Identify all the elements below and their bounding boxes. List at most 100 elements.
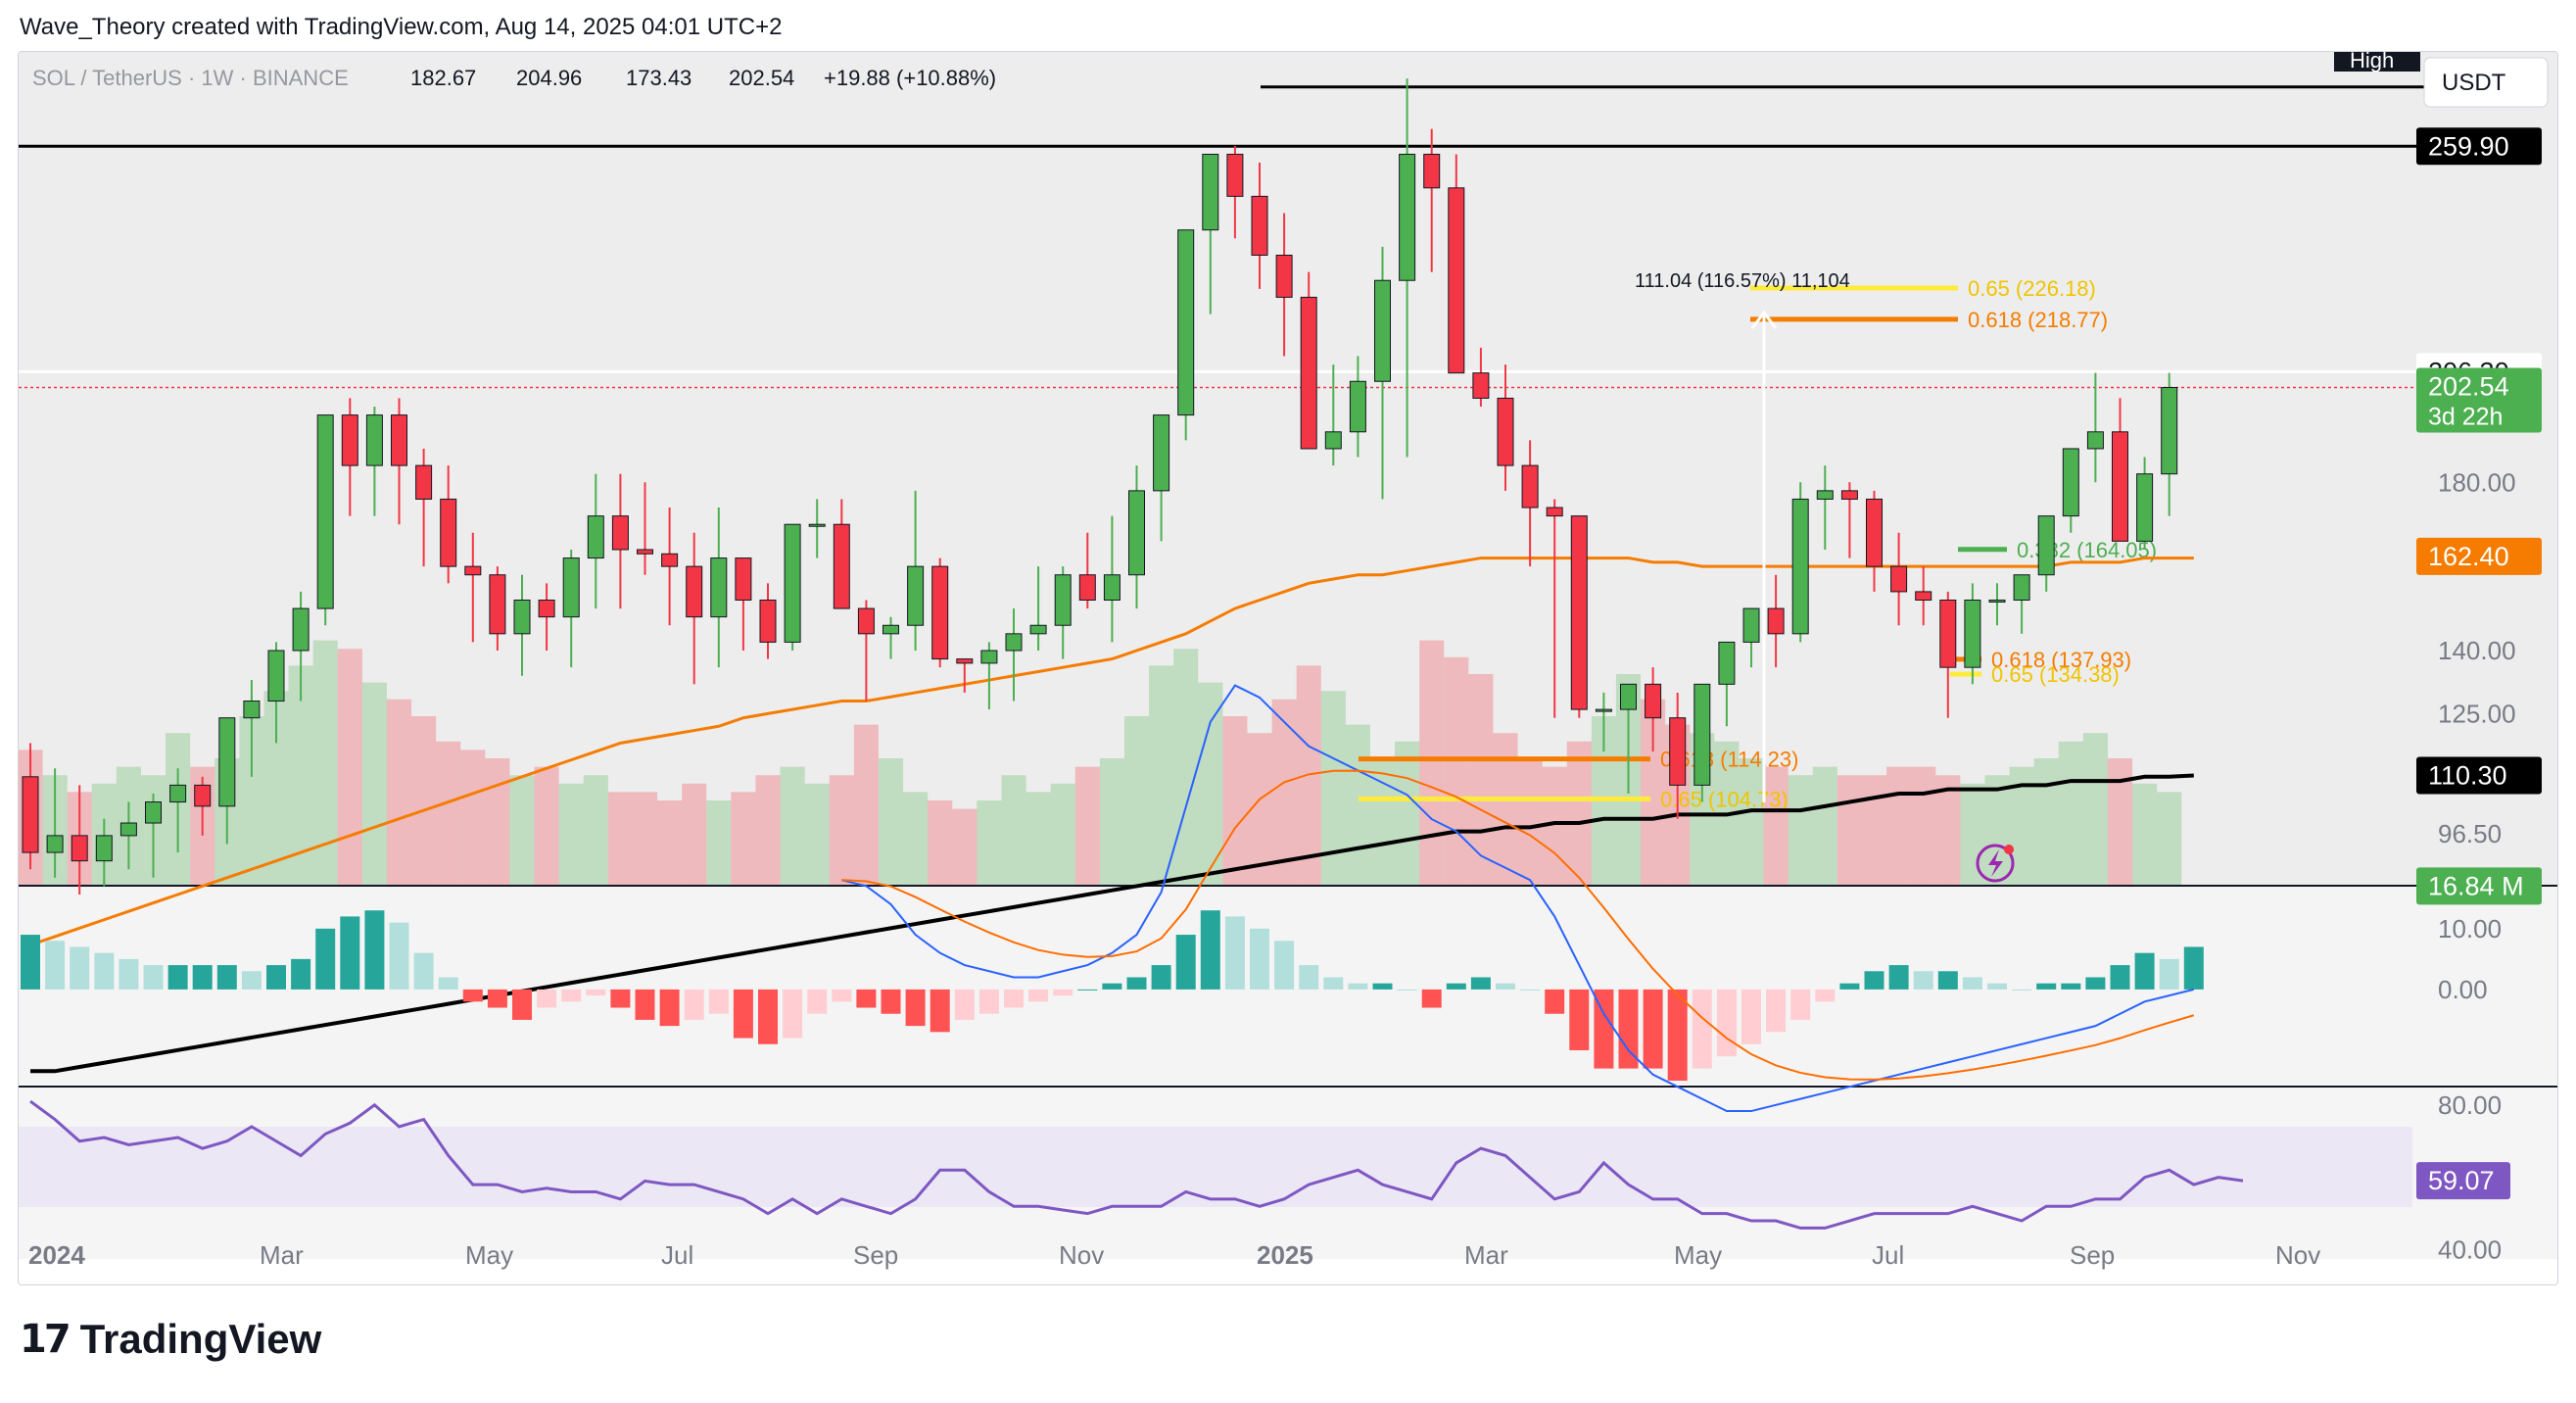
candle-body xyxy=(637,549,653,555)
volume-bar xyxy=(1812,766,1837,885)
chart-frame[interactable]: 0.65 (226.18) 0.618 (218.77) 0.382 (164.05… xyxy=(18,51,2558,1285)
volume-bar xyxy=(682,783,707,885)
y-tick-label: 96.50 xyxy=(2438,819,2502,848)
macd-histogram-bar xyxy=(413,952,434,990)
macd-histogram-bar xyxy=(2012,989,2032,991)
candle-body xyxy=(1939,599,1957,668)
x-tick-label: May xyxy=(465,1240,513,1270)
volume-bar xyxy=(534,766,559,885)
x-tick-label: Mar xyxy=(260,1240,304,1270)
rsi-y-tick-label: 80.00 xyxy=(2438,1090,2502,1120)
price-label-box xyxy=(2416,867,2542,905)
macd-histogram-bar xyxy=(1864,971,1884,990)
volume-bar xyxy=(952,808,978,885)
high-marker-box xyxy=(2334,52,2420,72)
candle-body xyxy=(513,599,531,635)
macd-histogram-bar xyxy=(1496,983,1515,990)
volume-bar xyxy=(1222,716,1248,885)
volume-bar xyxy=(436,741,461,885)
macd-histogram-bar xyxy=(832,989,852,1002)
macd-histogram-bar xyxy=(783,989,803,1039)
volume-bar xyxy=(337,649,362,885)
macd-histogram-bar xyxy=(266,965,286,990)
macd-histogram-bar xyxy=(315,928,336,990)
volume-bar xyxy=(583,775,608,885)
macd-histogram-bar xyxy=(2134,952,2155,990)
lightning-icon[interactable] xyxy=(1976,844,2015,883)
candle-body xyxy=(710,557,728,618)
macd-histogram-bar xyxy=(1004,989,1024,1008)
chart-canvas[interactable]: 0.65 (226.18)0.618 (218.77)0.382 (164.05… xyxy=(19,52,2558,1285)
candle-body xyxy=(145,801,162,824)
macd-signal-line xyxy=(841,769,2195,1081)
macd-histogram-bar xyxy=(216,965,237,990)
candle-body xyxy=(22,776,39,853)
candle-body xyxy=(1988,599,2006,603)
lightning-icon-dot xyxy=(2004,845,2014,854)
volume-bar xyxy=(1271,699,1297,885)
candle-body xyxy=(341,414,358,466)
fib-level-label: 0.618 (218.77) xyxy=(1968,308,2108,332)
volume-bar xyxy=(1566,741,1592,885)
volume-bar xyxy=(1395,741,1420,885)
macd-histogram-bar xyxy=(1569,989,1590,1050)
candle-body xyxy=(956,658,974,664)
currency-button-label[interactable]: USDT xyxy=(2442,70,2506,96)
x-tick-label: 2024 xyxy=(28,1240,85,1270)
volume-bar xyxy=(2157,792,2182,885)
candle-body xyxy=(1890,565,1908,593)
volume-bar xyxy=(977,800,1002,885)
macd-histogram-bar xyxy=(610,989,631,1008)
volume-bar xyxy=(386,699,412,885)
macd-histogram-bar xyxy=(659,989,680,1027)
macd-histogram-bar xyxy=(708,989,729,1014)
candle-body xyxy=(1324,431,1342,450)
candle-body xyxy=(1448,187,1465,374)
price-label-box xyxy=(2416,537,2542,575)
y-tick-label: 125.00 xyxy=(2438,699,2516,728)
volume-bar xyxy=(1149,665,1174,885)
price-label-box xyxy=(2416,367,2542,433)
macd-histogram-bar xyxy=(2110,965,2130,990)
tradingview-logo[interactable]: 17 TradingView xyxy=(20,1316,321,1363)
macd-histogram-bar xyxy=(1200,910,1220,990)
candle-body xyxy=(2013,574,2030,601)
macd-histogram-bar xyxy=(462,989,483,1002)
candle-body xyxy=(1595,708,1612,712)
price-pane-background xyxy=(19,52,2557,885)
volume-bar xyxy=(1984,775,2010,885)
macd-histogram-bar xyxy=(1790,989,1811,1020)
volume-bar xyxy=(1493,733,1518,885)
candle-body xyxy=(1226,153,1244,197)
macd-histogram-bar xyxy=(2159,958,2179,990)
volume-bar xyxy=(2033,758,2059,885)
volume-bar xyxy=(2082,733,2108,885)
volume-bar xyxy=(1517,758,1543,885)
candle-body xyxy=(1915,591,1932,601)
macd-histogram-bar xyxy=(1913,971,1933,990)
candle-body xyxy=(1103,574,1121,601)
measure-label: 111.04 (116.57%) 11,104 xyxy=(1635,270,1850,292)
macd-histogram-bar xyxy=(1520,989,1541,991)
volume-bar xyxy=(239,716,264,885)
macd-histogram-bar xyxy=(561,989,582,1002)
volume-bar xyxy=(1960,783,1985,885)
candle-body xyxy=(1816,490,1834,500)
volume-bar xyxy=(1026,792,1051,885)
candle-body xyxy=(661,553,679,567)
moving-averages xyxy=(29,556,2194,1074)
x-tick-label: Jul xyxy=(661,1240,693,1270)
volume-bar xyxy=(509,775,535,885)
volume-bar xyxy=(1345,724,1370,885)
macd-histogram-bar xyxy=(438,977,458,990)
candle-body xyxy=(857,607,875,635)
macd-histogram-bar xyxy=(930,989,950,1033)
macd-histogram-bar xyxy=(1126,977,1147,990)
candle-body xyxy=(1128,490,1145,576)
candles[interactable] xyxy=(22,78,2178,895)
macd-histogram-bar xyxy=(1323,977,1344,990)
legend-open: 182.67 xyxy=(410,66,476,90)
candle-body xyxy=(1767,607,1785,635)
currency-button-box[interactable] xyxy=(2423,57,2549,108)
candle-body xyxy=(95,835,113,862)
